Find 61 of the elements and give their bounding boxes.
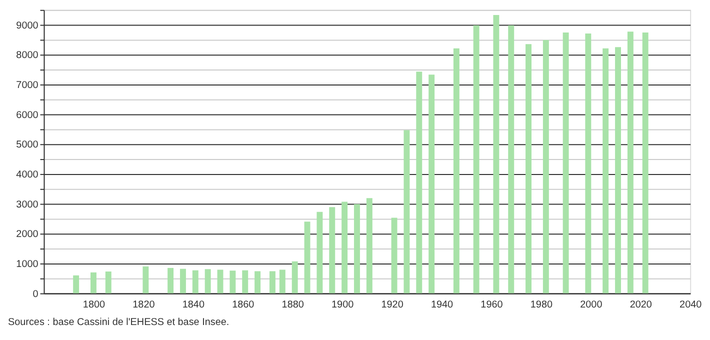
bar xyxy=(329,207,336,294)
x-tick-label: 1840 xyxy=(182,300,205,311)
bar xyxy=(404,130,410,294)
y-tick-label: 8000 xyxy=(16,50,39,62)
bar xyxy=(642,32,648,294)
bar xyxy=(391,218,398,294)
bar xyxy=(168,268,174,294)
y-tick-label: 3000 xyxy=(16,199,39,210)
bar xyxy=(416,72,422,294)
bar xyxy=(142,266,149,294)
bar xyxy=(90,272,96,294)
x-tick-label: 1800 xyxy=(82,300,106,311)
bar xyxy=(453,48,460,294)
y-tick-label: 9000 xyxy=(16,20,39,32)
bar xyxy=(254,271,261,294)
bar xyxy=(292,261,298,294)
bar xyxy=(342,202,348,294)
y-tick-label: 2000 xyxy=(16,229,39,240)
bar xyxy=(602,48,609,294)
bar xyxy=(192,270,198,294)
x-tick-label: 1880 xyxy=(282,300,304,311)
bar xyxy=(279,270,286,294)
bar xyxy=(585,33,592,294)
bar xyxy=(354,204,360,294)
bar xyxy=(428,74,435,294)
bar xyxy=(542,40,549,294)
x-tick-label: 2000 xyxy=(580,300,603,311)
bar xyxy=(526,44,532,294)
x-tick-label: 1960 xyxy=(480,300,504,311)
y-tick-label: 0 xyxy=(32,288,39,300)
y-tick-label: 7000 xyxy=(16,80,39,91)
bar xyxy=(473,25,480,294)
x-tick-label: 1860 xyxy=(232,300,255,311)
bar xyxy=(304,222,310,294)
bar xyxy=(615,47,621,294)
x-tick-label: 1900 xyxy=(332,300,354,311)
bar xyxy=(269,271,276,294)
bar xyxy=(217,270,224,294)
bar xyxy=(562,32,569,294)
x-tick-label: 1940 xyxy=(430,300,454,311)
x-tick-label: 1980 xyxy=(530,300,553,311)
bar xyxy=(242,270,248,294)
bar xyxy=(316,212,323,294)
y-tick-label: 5000 xyxy=(16,140,39,151)
bar xyxy=(180,268,186,294)
x-tick-label: 1920 xyxy=(381,300,404,311)
bar xyxy=(105,272,112,294)
x-tick-label: 1820 xyxy=(132,300,156,311)
bar xyxy=(627,32,634,294)
y-tick-label: 4000 xyxy=(16,169,39,180)
x-tick-label: 2020 xyxy=(630,300,652,311)
bar xyxy=(493,14,500,294)
bar xyxy=(230,270,236,294)
y-tick-label: 6000 xyxy=(16,110,39,121)
bar xyxy=(204,269,211,294)
x-tick-label: 2040 xyxy=(680,300,702,311)
y-tick-label: 1000 xyxy=(16,258,39,270)
source-note: Sources : base Cassini de l'EHESS et base Insee. xyxy=(8,317,230,328)
bar xyxy=(73,275,80,294)
bar xyxy=(508,25,514,294)
bar xyxy=(366,198,372,294)
